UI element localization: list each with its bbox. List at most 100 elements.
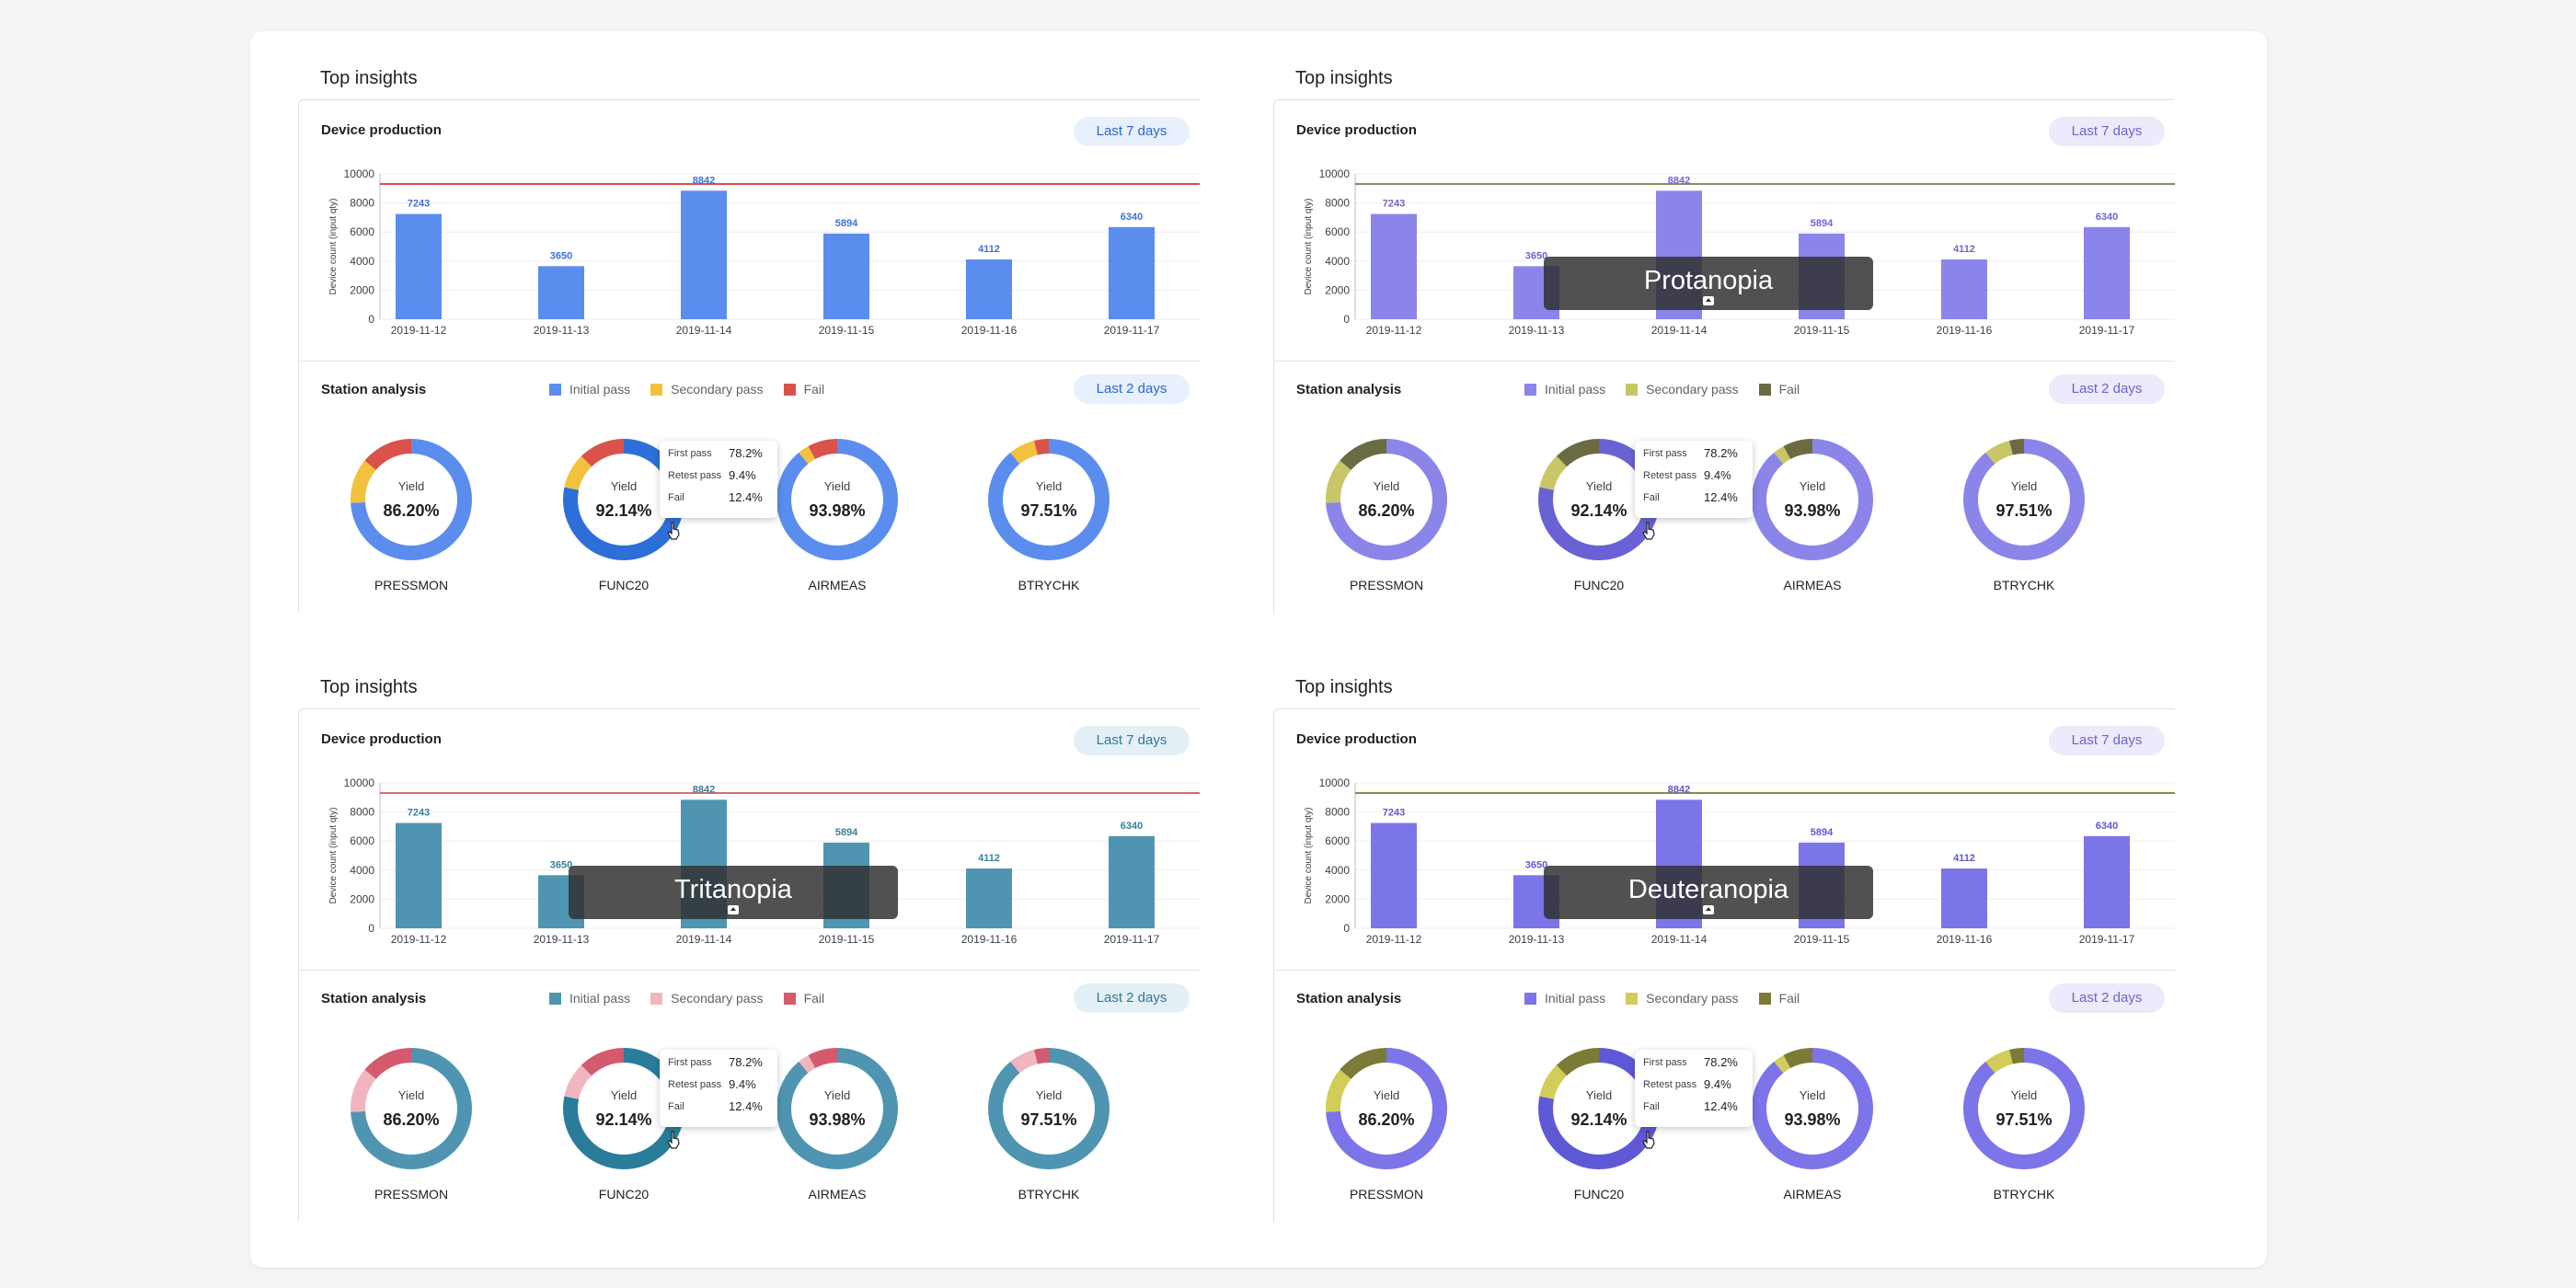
tooltip-value: 9.4% bbox=[1704, 1077, 1731, 1091]
y-tick-label: 6000 bbox=[1325, 225, 1350, 238]
x-tick-label: 2019-11-15 bbox=[1794, 324, 1850, 337]
y-tick-label: 8000 bbox=[1325, 806, 1350, 819]
station-name: PRESSMON bbox=[374, 578, 448, 592]
date-range-button[interactable]: Last 2 days bbox=[2049, 983, 2165, 1013]
yield-label: Yield bbox=[1374, 479, 1399, 493]
station-analysis-title: Station analysis bbox=[1296, 382, 1402, 397]
legend-item: Secondary pass bbox=[650, 382, 764, 397]
y-tick-label: 2000 bbox=[1325, 892, 1350, 905]
date-range-button[interactable]: Last 2 days bbox=[1074, 374, 1190, 404]
tooltip-label: Retest pass bbox=[1643, 1079, 1697, 1090]
donut-segment-fail bbox=[1963, 1048, 2085, 1169]
y-tick-label: 10000 bbox=[344, 776, 375, 789]
legend-item: Fail bbox=[1758, 382, 1800, 397]
donut-segment-initial-pass bbox=[1963, 1048, 2085, 1169]
tooltip-row: Fail 12.4% bbox=[668, 1099, 763, 1113]
date-range-button[interactable]: Last 7 days bbox=[1074, 726, 1190, 755]
tooltip-label: Fail bbox=[1643, 1101, 1660, 1112]
tooltip-label: First pass bbox=[668, 448, 712, 459]
legend-swatch bbox=[1626, 384, 1639, 396]
y-tick-label: 0 bbox=[368, 313, 374, 326]
tooltip-label: First pass bbox=[1643, 448, 1687, 459]
donut-airmeas: Yield 93.98% AIRMEAS bbox=[1752, 1048, 1873, 1202]
station-analysis-title: Station analysis bbox=[321, 382, 427, 397]
legend-label: Secondary pass bbox=[671, 991, 764, 1006]
tooltip-row: Retest pass 9.4% bbox=[668, 1077, 756, 1091]
donut-segment-secondary-pass bbox=[351, 1048, 472, 1169]
y-tick-label: 6000 bbox=[350, 225, 374, 238]
tooltip-row: Retest pass 9.4% bbox=[1643, 468, 1731, 482]
bar-2019-11-12 bbox=[1371, 213, 1417, 319]
y-tick-label: 4000 bbox=[1325, 255, 1350, 268]
bar-2019-11-17 bbox=[1109, 835, 1155, 928]
donut-segment-secondary-pass bbox=[1326, 1048, 1447, 1169]
donut-pressmon: Yield 86.20% PRESSMON bbox=[351, 439, 472, 592]
legend-label: Initial pass bbox=[1545, 382, 1606, 397]
tooltip-value: 9.4% bbox=[1704, 468, 1731, 482]
station-tooltip: First pass 78.2% Retest pass 9.4% Fail 12.4% bbox=[1635, 441, 1753, 518]
station-name: AIRMEAS bbox=[808, 578, 866, 592]
yield-value: 86.20% bbox=[1358, 1110, 1414, 1129]
insights-panel-deuteranopia: Top insights Device production Last 7 days… bbox=[1273, 651, 2175, 1222]
station-name: BTRYCHK bbox=[1994, 1187, 2055, 1202]
station-analysis-title: Station analysis bbox=[1296, 991, 1402, 1006]
station-name: PRESSMON bbox=[1350, 578, 1423, 592]
legend-label: Secondary pass bbox=[671, 382, 764, 397]
hand-cursor-icon bbox=[1642, 522, 1657, 540]
legend-item: Initial pass bbox=[1524, 991, 1605, 1006]
tooltip-label: First pass bbox=[1643, 1057, 1687, 1068]
hand-cursor-icon bbox=[1642, 1131, 1657, 1149]
hand-cursor-icon bbox=[667, 522, 682, 540]
legend-label: Initial pass bbox=[569, 991, 631, 1006]
y-tick-label: 10000 bbox=[344, 167, 375, 180]
bar-value-label: 8842 bbox=[693, 175, 715, 186]
legend-item: Fail bbox=[783, 991, 825, 1006]
vision-mode-banner: Deuteranopia bbox=[1544, 866, 1873, 919]
station-name: BTRYCHK bbox=[1994, 578, 2055, 592]
yield-label: Yield bbox=[1800, 1088, 1825, 1102]
bar-value-label: 3650 bbox=[550, 250, 572, 261]
bar-value-label: 7243 bbox=[1383, 199, 1405, 210]
tooltip-value: 9.4% bbox=[729, 1077, 756, 1091]
device-production-title: Device production bbox=[1296, 731, 1417, 747]
donut-segment-fail bbox=[1963, 439, 2085, 560]
device-production-chart: 0 2000 4000 6000 8000 10000 Device count (inpu… bbox=[328, 167, 1200, 337]
caret-up-icon bbox=[1703, 905, 1714, 914]
donut-segment-initial-pass bbox=[988, 1048, 1110, 1169]
donut-segment-fail bbox=[351, 1048, 472, 1169]
x-tick-label: 2019-11-13 bbox=[1509, 933, 1565, 946]
x-tick-label: 2019-11-16 bbox=[961, 933, 1018, 946]
legend-label: Fail bbox=[803, 991, 825, 1006]
station-name: FUNC20 bbox=[599, 1187, 650, 1202]
legend-swatch bbox=[650, 993, 663, 1005]
bar-value-label: 5894 bbox=[1811, 218, 1834, 229]
date-range-button[interactable]: Last 7 days bbox=[2049, 726, 2165, 755]
bar-value-label: 7243 bbox=[408, 808, 430, 819]
x-tick-label: 2019-11-17 bbox=[2079, 324, 2135, 337]
yield-value: 92.14% bbox=[1570, 501, 1627, 520]
station-donut-charts: Yield 86.20% PRESSMON Yield 92.14% FUNC20 Yiel… bbox=[1326, 439, 2085, 592]
date-range-button[interactable]: Last 2 days bbox=[2049, 374, 2165, 404]
donut-segment-fail bbox=[1326, 439, 1447, 560]
legend-item: Secondary pass bbox=[1626, 991, 1739, 1006]
donut-segment-fail bbox=[1752, 439, 1873, 560]
y-tick-label: 8000 bbox=[350, 806, 374, 819]
device-production-chart: 0 2000 4000 6000 8000 10000 Device count (inpu… bbox=[1304, 776, 2175, 946]
date-range-button[interactable]: Last 7 days bbox=[2049, 117, 2165, 146]
donut-segment-fail bbox=[351, 439, 472, 560]
tooltip-value: 12.4% bbox=[1704, 490, 1738, 504]
yield-label: Yield bbox=[2011, 479, 2037, 493]
donut-segment-fail bbox=[563, 439, 684, 560]
date-range-button[interactable]: Last 2 days bbox=[1074, 983, 1190, 1013]
y-tick-label: 8000 bbox=[350, 197, 374, 210]
x-tick-label: 2019-11-17 bbox=[1104, 324, 1160, 337]
donut-airmeas: Yield 93.98% AIRMEAS bbox=[1752, 439, 1873, 592]
date-range-button[interactable]: Last 7 days bbox=[1074, 117, 1190, 146]
bar-2019-11-16 bbox=[966, 868, 1012, 928]
station-name: FUNC20 bbox=[1574, 1187, 1625, 1202]
x-tick-label: 2019-11-15 bbox=[819, 324, 875, 337]
section-divider bbox=[1274, 361, 2175, 362]
station-name: FUNC20 bbox=[1574, 578, 1625, 592]
donut-segment-fail bbox=[563, 1048, 684, 1169]
station-name: BTRYCHK bbox=[1018, 578, 1080, 592]
